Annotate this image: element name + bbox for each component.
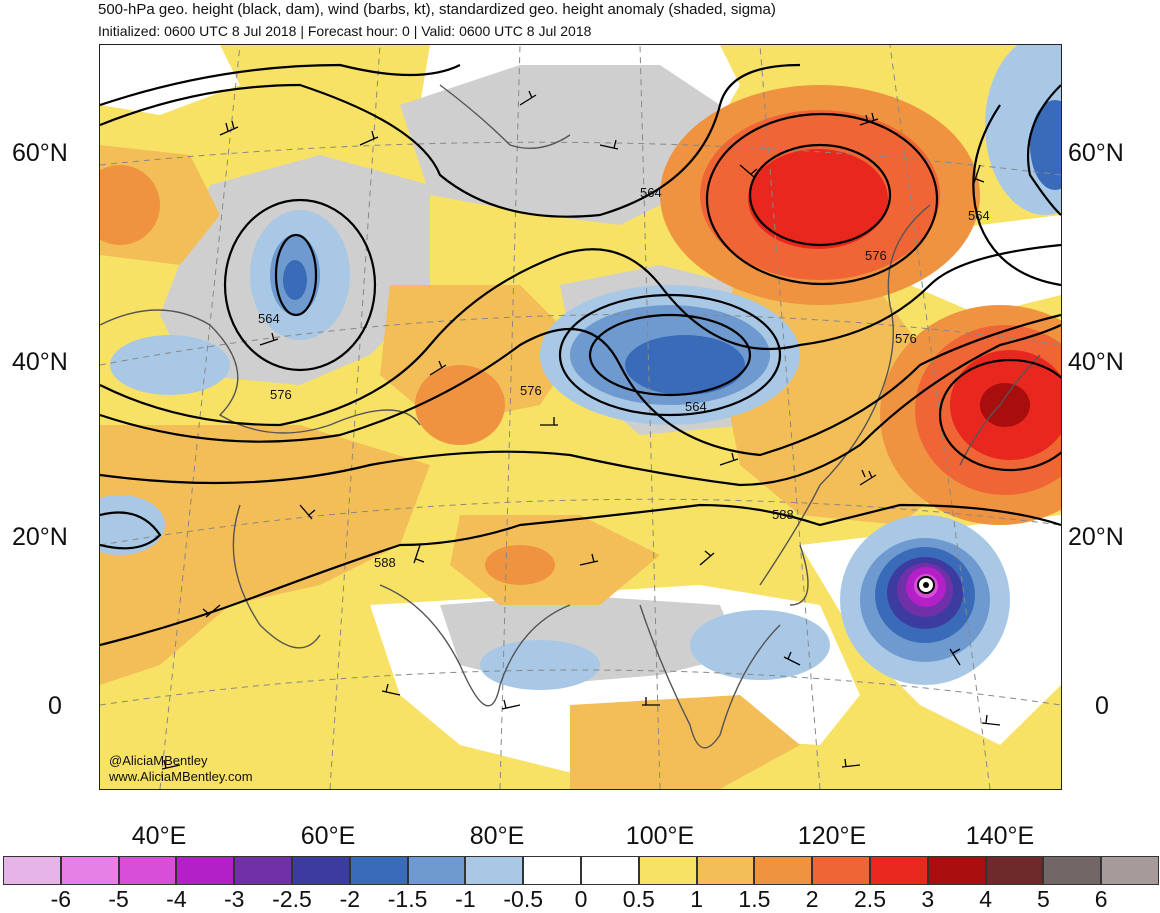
anomaly-high-w xyxy=(415,365,505,445)
colorbar-tick-label: 0.5 xyxy=(622,886,655,912)
contour-label: 576 xyxy=(865,248,887,263)
colorbar-tick-label: 0 xyxy=(574,886,588,912)
anomaly-low-w-15 xyxy=(283,260,307,300)
contour-label: 564 xyxy=(968,208,990,223)
chart-title: 500-hPa geo. height (black, dam), wind (… xyxy=(98,1,776,18)
lon-label: 80°E xyxy=(469,822,525,850)
lat-label-right: 40°N xyxy=(1068,348,1124,376)
colorbar-swatch xyxy=(176,856,235,885)
colorbar-swatch xyxy=(118,856,177,885)
colorbar-tick-label: 6 xyxy=(1094,886,1108,912)
contour-label: 588 xyxy=(772,507,794,522)
colorbar-tick-label: 1 xyxy=(690,886,703,912)
colorbar-tick-label: 5 xyxy=(1036,886,1050,912)
lat-label-right: 20°N xyxy=(1068,523,1124,551)
anomaly-low-india xyxy=(480,640,600,690)
colorbar-tick-label: -2 xyxy=(339,886,361,912)
colorbar-swatch xyxy=(1101,856,1159,885)
contour-label: 576 xyxy=(895,331,917,346)
anomaly-high-e-4 xyxy=(980,383,1030,427)
colorbar-swatch xyxy=(927,856,986,885)
colorbar-swatch xyxy=(349,856,408,885)
anomaly-high-tibet xyxy=(485,545,555,585)
wind-barbs xyxy=(161,90,1001,770)
weather-map: 564 564 564 564 576 576 576 576 588 588 … xyxy=(99,44,1062,790)
colorbar-swatch xyxy=(407,856,466,885)
contour-labels: 564 564 564 564 576 576 576 576 588 588 xyxy=(258,185,990,570)
colorbar-tick-label: 3 xyxy=(921,886,935,912)
colorbar-swatch xyxy=(523,856,581,885)
colorbar-tick-label: -1.5 xyxy=(387,886,428,912)
colorbar-tick-label: 1.5 xyxy=(738,886,771,912)
colorbar-swatch xyxy=(465,856,524,885)
colorbar-swatch xyxy=(60,856,119,885)
lat-label-right: 0 xyxy=(1095,692,1109,720)
lon-label: 100°E xyxy=(625,822,695,850)
colorbar-swatch xyxy=(638,856,697,885)
colorbar-swatch xyxy=(869,856,928,885)
colorbar-tick-label: 2 xyxy=(805,886,819,912)
anomaly-orange-tc xyxy=(450,515,660,605)
anomaly-high-ne-3 xyxy=(748,149,888,249)
anomaly-white-nw xyxy=(100,45,240,115)
anomaly-high-far-w xyxy=(100,165,160,245)
credit-handle: @AliciaMBentley xyxy=(109,753,208,768)
anomaly-orange-sw xyxy=(100,425,430,685)
colorbar-swatch xyxy=(754,856,813,885)
height-contours xyxy=(100,63,1061,647)
map-canvas: 564 564 564 564 576 576 576 576 588 588 xyxy=(100,45,1061,789)
lon-label: 140°E xyxy=(965,822,1035,850)
anomaly-orange-sg xyxy=(570,695,800,789)
lat-label-right: 60°N xyxy=(1068,139,1124,167)
colorbar-swatch xyxy=(985,856,1044,885)
lat-label-left: 40°N xyxy=(12,348,68,376)
anomaly-low-sw xyxy=(100,495,165,555)
lat-label-left: 0 xyxy=(48,692,62,720)
colorbar xyxy=(3,856,1159,885)
contour-label: 576 xyxy=(520,383,542,398)
colorbar-tick-label: 2.5 xyxy=(854,886,886,912)
chart-subtitle: Initialized: 0600 UTC 8 Jul 2018 | Forec… xyxy=(98,23,592,39)
anomaly-low-scs xyxy=(690,610,830,680)
colorbar-swatch xyxy=(234,856,292,885)
lat-label-left: 60°N xyxy=(12,139,68,167)
contour-label: 564 xyxy=(258,311,280,326)
lon-label: 60°E xyxy=(300,822,356,850)
colorbar-swatch xyxy=(696,856,755,885)
colorbar-tick-label: -4 xyxy=(166,886,187,912)
colorbar-swatch xyxy=(291,856,350,885)
colorbar-tick-label: 4 xyxy=(979,886,992,912)
colorbar-tick-label: -3 xyxy=(223,886,245,912)
colorbar-tick-label: -2.5 xyxy=(272,886,312,912)
contour-label: 588 xyxy=(374,555,396,570)
colorbar-tick-label: -6 xyxy=(50,886,72,912)
colorbar-swatch xyxy=(1043,856,1102,885)
colorbar-tick-label: -0.5 xyxy=(503,886,544,912)
contour-label: 564 xyxy=(685,399,707,414)
colorbar-swatch xyxy=(580,856,639,885)
contour-label: 564 xyxy=(640,185,662,200)
anomaly-grey-n xyxy=(400,65,720,225)
colorbar-swatch xyxy=(3,856,61,885)
lon-label: 120°E xyxy=(797,822,867,850)
anomaly-low-ne-2 xyxy=(1030,100,1061,190)
anomaly-low-nw xyxy=(110,335,230,395)
colorbar-tick-label: -1 xyxy=(455,886,476,912)
lon-label: 40°E xyxy=(131,822,187,850)
lat-label-left: 20°N xyxy=(12,523,68,551)
credit-website: www.AliciaMBentley.com xyxy=(109,769,253,784)
colorbar-swatch xyxy=(812,856,870,885)
anomaly-low-c-15 xyxy=(625,335,745,395)
contour-label: 576 xyxy=(270,387,292,402)
colorbar-tick-label: -5 xyxy=(108,886,129,912)
